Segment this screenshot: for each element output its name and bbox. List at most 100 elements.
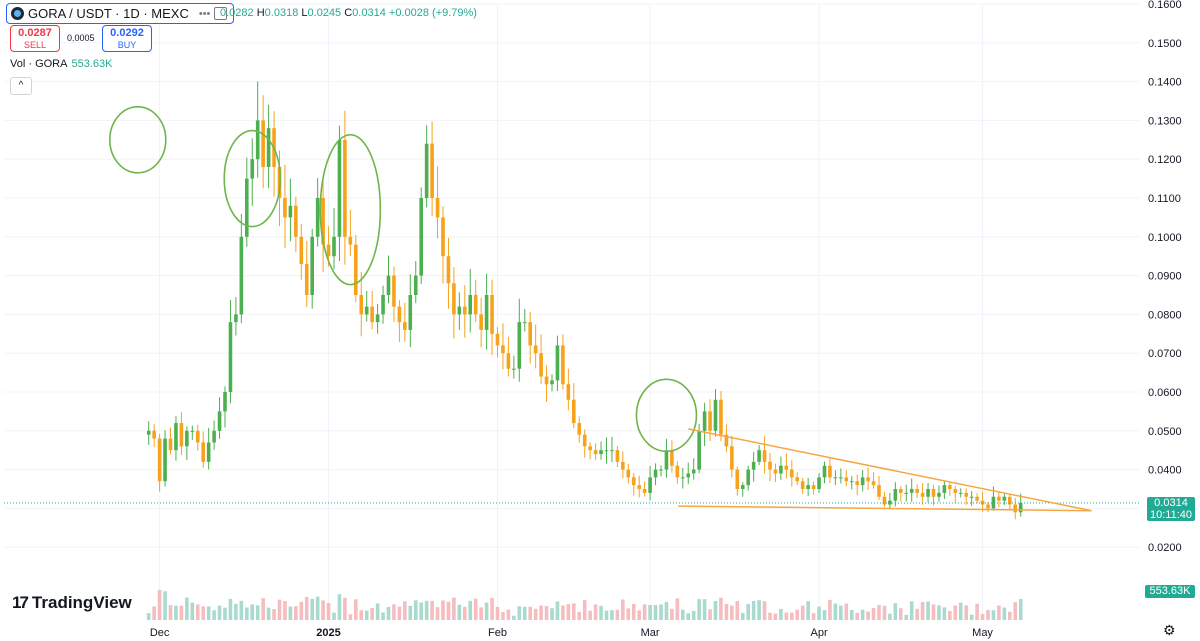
buy-button[interactable]: 0.0292 BUY (102, 25, 152, 52)
candle-body (550, 380, 554, 385)
price-tick-label: 0.1600 (1148, 0, 1182, 11)
candle-body (964, 492, 968, 497)
volume-bar (610, 610, 614, 620)
candle-body (599, 450, 603, 455)
time-tick-label: May (972, 627, 993, 639)
candle-body (321, 198, 325, 245)
volume-bar (419, 602, 423, 620)
volume-bar (435, 607, 440, 620)
candle-body (920, 492, 925, 497)
volume-bar (817, 606, 821, 620)
volume-bar (484, 602, 489, 620)
tradingview-logo[interactable]: 17 TradingView (12, 593, 132, 613)
volume-bar (152, 606, 156, 620)
volume-bar (980, 613, 985, 620)
volume-bar (604, 610, 609, 620)
candle-body (517, 322, 522, 369)
candle-body (691, 469, 696, 474)
candle-body (435, 198, 440, 218)
candle-body (539, 353, 543, 377)
price-tick-label: 0.1300 (1148, 115, 1182, 127)
volume-bar (599, 605, 603, 620)
candle-body (299, 236, 304, 264)
volume-bar (277, 599, 282, 620)
volume-bar (157, 589, 162, 620)
candle-body (779, 465, 783, 474)
volume-bar (490, 597, 494, 620)
volume-bar (964, 605, 968, 620)
close-label: C (344, 7, 353, 19)
volume-bar (882, 605, 887, 620)
volume-bar (746, 603, 750, 620)
candle-body (724, 434, 729, 447)
volume-bar (937, 605, 941, 620)
candle-body (931, 489, 936, 497)
candle-body (544, 376, 549, 385)
volume-bar (849, 609, 854, 620)
volume-bar (403, 601, 407, 620)
price-tick-label: 0.0400 (1148, 465, 1182, 477)
volume-bar (615, 609, 620, 620)
volume-bar (386, 607, 391, 620)
time-axis: Dec 2025 Feb Mar Apr May (150, 627, 994, 639)
gear-icon[interactable]: ⚙ (1163, 622, 1176, 638)
candle-body (146, 430, 151, 435)
candle-body (223, 392, 227, 412)
price-tick-label: 0.1200 (1148, 154, 1182, 166)
candle-body (719, 399, 723, 435)
candle-body (631, 477, 636, 486)
volume-bar (299, 601, 304, 620)
volume-bar (888, 613, 892, 620)
time-tick-label: Apr (810, 627, 827, 639)
candle-body (495, 333, 500, 346)
candle-body (212, 430, 216, 443)
candle-body (735, 469, 740, 489)
volume-bar (893, 603, 898, 620)
volume-bar (648, 605, 652, 620)
candle-body (463, 306, 467, 315)
volume-bar (174, 605, 178, 620)
candle-body (795, 477, 800, 482)
candle-body (958, 492, 963, 494)
volume-bar (168, 605, 173, 620)
candle-body (713, 399, 718, 431)
volume-bar (790, 612, 794, 620)
candle-body (206, 442, 211, 462)
candle-body (839, 477, 843, 479)
candle-body (163, 438, 167, 482)
volume-bar (899, 608, 903, 620)
candle-body (310, 236, 314, 295)
candle-body (555, 345, 560, 381)
expand-icon[interactable] (214, 7, 228, 20)
volume-bar (468, 600, 473, 620)
volume-bar (539, 605, 543, 620)
volume-bar (675, 598, 680, 620)
candle-body (784, 465, 789, 470)
candle-body (757, 450, 761, 462)
coin-logo-icon (11, 7, 24, 20)
volume-bar (931, 604, 936, 620)
price-tick-label: 0.1000 (1148, 232, 1182, 244)
triangle-lower-line (678, 505, 1092, 512)
triangle-upper-line (688, 428, 1092, 512)
more-options-icon[interactable]: ••• (198, 7, 211, 20)
candle-body (751, 461, 756, 470)
price-tick-label: 0.0700 (1148, 348, 1182, 360)
symbol-selector[interactable]: GORA / USDT · 1D · MEXC ••• (6, 3, 235, 24)
volume-bar (381, 612, 385, 620)
brand-name: TradingView (31, 593, 132, 612)
chevron-up-icon[interactable]: ^ (10, 77, 32, 95)
volume-bar (528, 606, 532, 620)
volume-bar (708, 609, 712, 620)
volume-bar (457, 604, 462, 620)
volume-bar (1018, 599, 1023, 620)
candle-body (343, 139, 347, 237)
volume-bar (179, 605, 184, 620)
sell-button[interactable]: 0.0287 SELL (10, 25, 60, 52)
sell-price: 0.0287 (18, 27, 52, 39)
candle-body (174, 423, 178, 451)
candle-body (473, 295, 478, 315)
candle-body (228, 322, 233, 392)
price-tick-label: 0.1400 (1148, 77, 1182, 89)
